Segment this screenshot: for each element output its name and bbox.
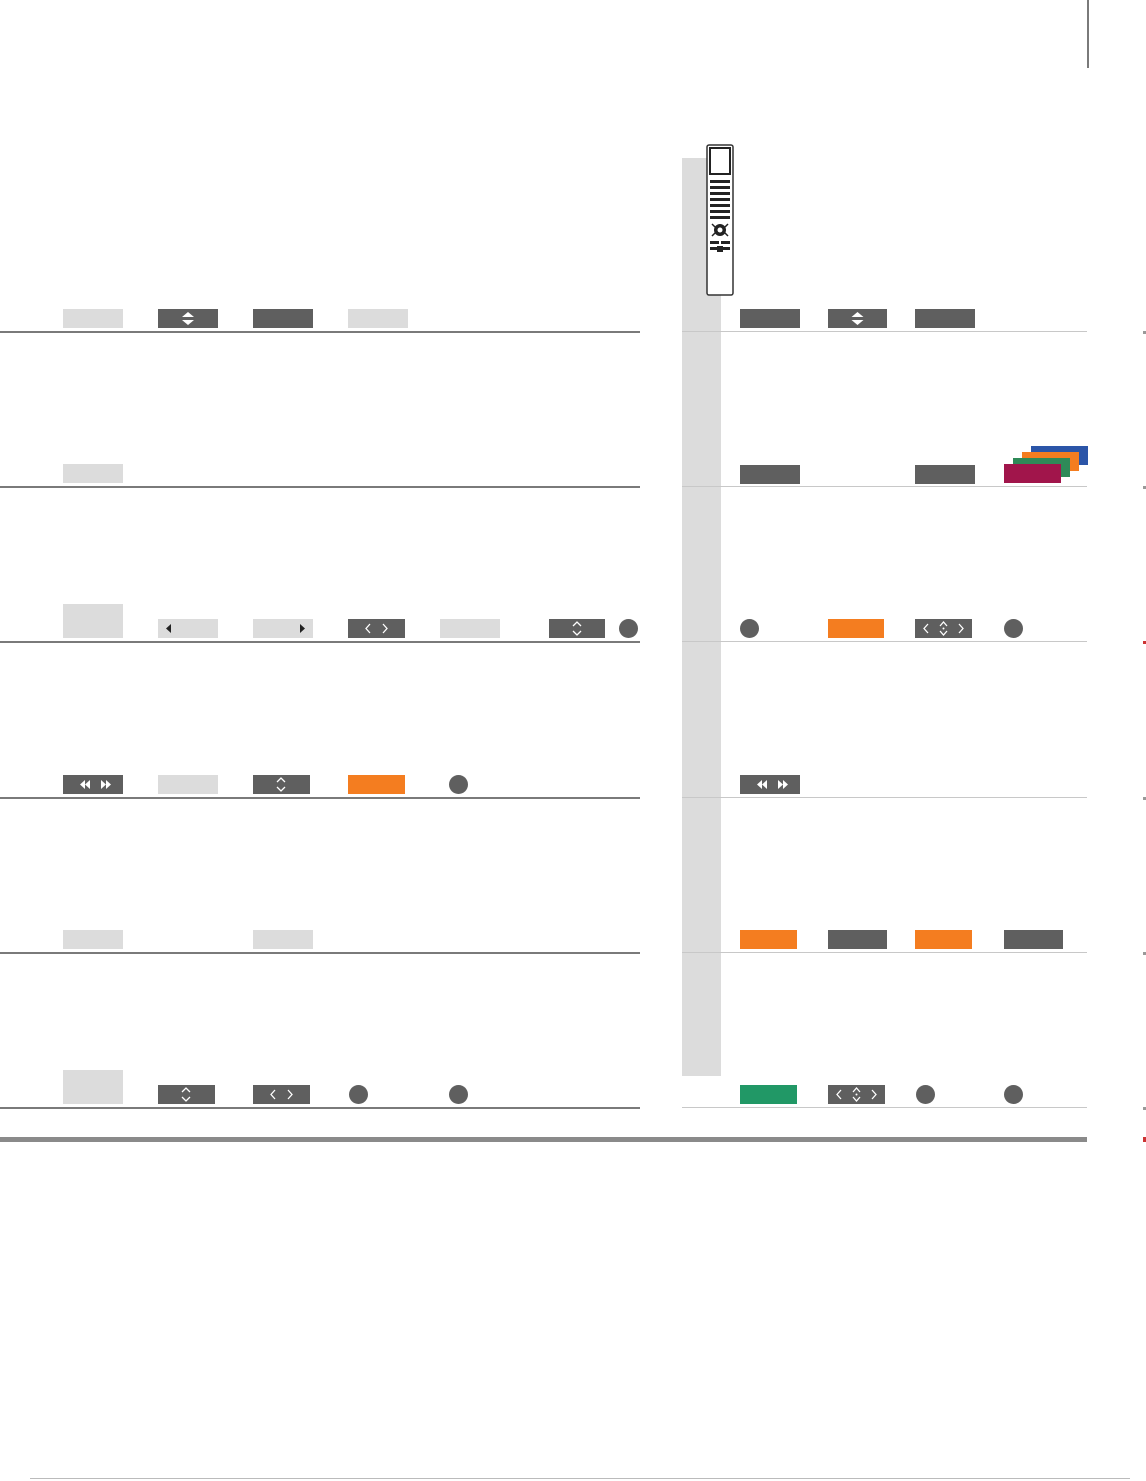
left-row1-key-4 <box>348 309 408 328</box>
left-row6-tall-key <box>63 1070 123 1104</box>
left-row6-up-down-key <box>158 1085 215 1104</box>
right-divider-2 <box>682 486 1087 487</box>
right-arrow-icon <box>300 624 305 633</box>
left-right-chevrons-icon <box>270 1089 293 1100</box>
right-divider-4 <box>682 797 1087 798</box>
left-divider-1 <box>0 331 640 333</box>
right-row2-key-2 <box>915 465 975 484</box>
bottom-divider <box>0 1137 1087 1142</box>
left-divider-3 <box>0 641 640 643</box>
four-way-chevrons-icon <box>836 1087 877 1102</box>
remote-control-icon <box>706 144 734 296</box>
right-row6-four-way-key <box>828 1085 885 1104</box>
right-divider-6 <box>682 1107 1087 1108</box>
left-row3-right-arrow-key <box>253 619 313 638</box>
right-row6-circle-button-2 <box>1004 1085 1023 1104</box>
right-row6-green-key <box>740 1085 797 1104</box>
right-divider-1 <box>682 331 1087 332</box>
right-row5-orange-key-1 <box>740 930 797 949</box>
left-row3-up-down-key <box>549 619 605 638</box>
left-row3-tall-key <box>63 604 123 638</box>
left-row5-key-1 <box>63 930 123 949</box>
right-row1-key-1 <box>740 309 800 328</box>
left-divider-4 <box>0 797 640 799</box>
page-edge-line <box>30 1478 1130 1479</box>
right-divider-3 <box>682 641 1087 642</box>
color-keys-stack-icon <box>1004 446 1088 484</box>
top-margin-marker <box>1087 0 1089 68</box>
left-row4-key-2 <box>158 775 218 794</box>
red-key <box>1004 464 1061 483</box>
rewind-forward-icon <box>80 780 111 789</box>
right-row5-key-4 <box>1004 930 1063 949</box>
up-down-chevrons-icon <box>181 1087 191 1102</box>
rewind-forward-icon <box>757 780 788 789</box>
up-down-chevrons-icon <box>276 777 286 792</box>
right-row3-circle-button-1 <box>740 619 759 638</box>
left-right-chevrons-icon <box>365 623 388 634</box>
left-row4-orange-key <box>348 775 405 794</box>
left-row1-key-1 <box>63 309 123 328</box>
right-row1-up-down-key <box>828 309 887 328</box>
edge-tick-1 <box>1143 331 1146 334</box>
edge-tick-7 <box>1143 1137 1146 1142</box>
left-row3-circle-button <box>619 619 638 638</box>
up-down-arrows-icon <box>182 312 194 325</box>
left-row2-key-1 <box>63 464 123 483</box>
left-divider-2 <box>0 486 640 488</box>
left-row3-left-arrow-key <box>158 619 218 638</box>
left-row5-key-2 <box>253 930 313 949</box>
left-row4-up-down-key <box>253 775 310 794</box>
right-row3-circle-button-2 <box>1004 619 1023 638</box>
edge-tick-6 <box>1143 1107 1146 1110</box>
left-divider-6 <box>0 1107 640 1109</box>
right-row3-orange-key <box>828 619 884 638</box>
right-row6-circle-button-1 <box>916 1085 935 1104</box>
left-row1-up-down-key <box>158 309 218 328</box>
left-row3-key-5 <box>440 619 500 638</box>
right-row5-orange-key-2 <box>915 930 972 949</box>
right-row1-key-3 <box>915 309 975 328</box>
edge-tick-2 <box>1143 486 1146 489</box>
left-row6-circle-button-1 <box>349 1085 368 1104</box>
edge-tick-4 <box>1143 797 1146 800</box>
remote-sidebar-band <box>682 158 721 1076</box>
left-row3-left-right-key <box>348 619 405 638</box>
right-row2-key-1 <box>740 465 800 484</box>
left-row1-key-3 <box>253 309 313 328</box>
four-way-chevrons-icon <box>923 621 964 636</box>
right-divider-5 <box>682 952 1087 953</box>
up-down-chevrons-icon <box>572 621 582 636</box>
up-down-arrows-icon <box>851 312 864 325</box>
right-row3-four-way-key <box>915 619 972 638</box>
right-row5-key-2 <box>828 930 887 949</box>
edge-tick-5 <box>1143 952 1146 955</box>
left-row6-circle-button-2 <box>449 1085 468 1104</box>
right-row4-rewind-forward-key <box>740 775 800 794</box>
left-row4-circle-button <box>449 775 468 794</box>
edge-tick-3 <box>1143 641 1146 644</box>
left-divider-5 <box>0 952 640 954</box>
left-row6-left-right-key <box>253 1085 310 1104</box>
left-row4-rewind-forward-key <box>63 775 123 794</box>
left-arrow-icon <box>166 624 171 633</box>
